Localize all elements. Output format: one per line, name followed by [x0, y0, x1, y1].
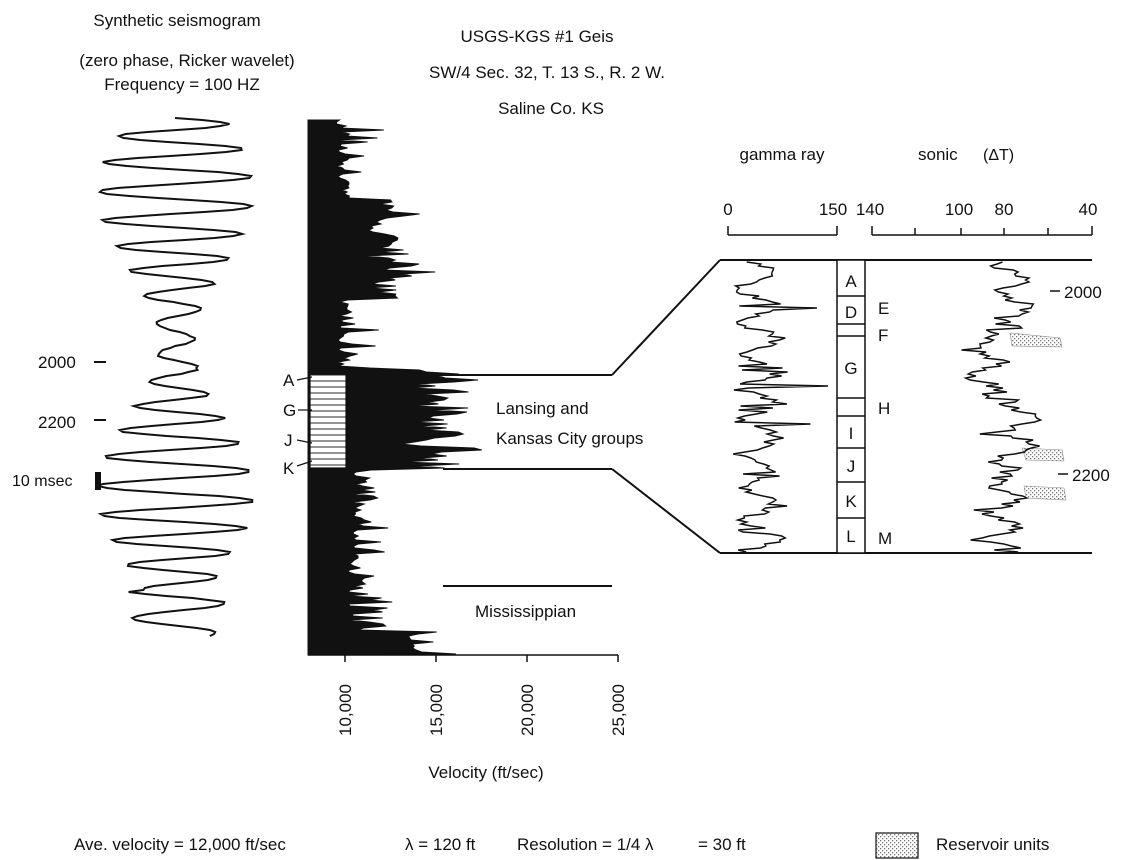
sonic-tick-label-100: 100: [945, 200, 973, 219]
zone-l: L: [846, 527, 855, 546]
sonic-title: sonic: [918, 145, 958, 164]
sonic-tick-label-140: 140: [856, 200, 884, 219]
reservoir-unit-3: [1023, 485, 1067, 501]
lansing-kc-interval-box: [309, 373, 347, 469]
velocity-tick-label-20000: 20,000: [518, 684, 537, 736]
gamma-tick-label-0: 0: [723, 200, 732, 219]
footer-ave-velocity: Ave. velocity = 12,000 ft/sec: [74, 835, 286, 854]
velocity-tick-label-10000: 10,000: [336, 684, 355, 736]
log-depth-2200: 2200: [1072, 466, 1110, 485]
zone-m: M: [878, 529, 892, 548]
scale-bar-label: 10 msec: [12, 473, 72, 490]
zone-j: J: [847, 457, 856, 476]
velocity-axis-label: Velocity (ft/sec): [428, 763, 543, 782]
zone-a: A: [845, 272, 857, 291]
gamma-ray-curve: [733, 261, 829, 553]
gamma-ray-title: gamma ray: [739, 145, 825, 164]
legend-label-reservoir: Reservoir units: [936, 835, 1049, 854]
marker-a: A: [283, 371, 295, 390]
velocity-log-fill: [307, 119, 482, 656]
expansion-line-top: [611, 259, 721, 376]
well-name: USGS-KGS #1 Geis: [460, 27, 613, 46]
zone-i: I: [849, 424, 854, 443]
well-location: SW/4 Sec. 32, T. 13 S., R. 2 W.: [429, 63, 665, 82]
footer-resolution: Resolution = 1/4 λ: [517, 835, 654, 854]
footer-wavelength: λ = 120 ft: [405, 835, 476, 854]
marker-j: J: [284, 431, 293, 450]
seismogram-depth-2000: 2000: [38, 353, 76, 372]
seismogram-depth-2200: 2200: [38, 413, 76, 432]
zone-g: G: [844, 359, 857, 378]
seismogram-title: Synthetic seismogram: [93, 11, 260, 30]
expansion-line-bottom: [611, 468, 721, 554]
sonic-curve: [961, 261, 1043, 553]
zone-e: E: [878, 299, 889, 318]
reservoir-unit-1: [1009, 332, 1063, 348]
velocity-tick-label-15000: 15,000: [427, 684, 446, 736]
zone-h: H: [878, 399, 890, 418]
seismogram-frequency: Frequency = 100 HZ: [104, 75, 259, 94]
reservoir-unit-2: [1021, 447, 1065, 462]
marker-k: K: [283, 459, 295, 478]
gamma-tick-label-150: 150: [819, 200, 847, 219]
sonic-tick-label-80: 80: [995, 200, 1014, 219]
marker-j-arrow: [296, 439, 313, 444]
zone-column: [836, 259, 866, 554]
marker-g: G: [283, 401, 296, 420]
velocity-tick-label-25000: 25,000: [609, 684, 628, 736]
lansing-kc-label-1: Lansing and: [496, 399, 589, 418]
zone-k: K: [845, 492, 857, 511]
zone-f: F: [878, 326, 888, 345]
scale-bar: [95, 472, 101, 490]
footer-resolution-value: = 30 ft: [698, 835, 746, 854]
marker-a-arrow: [296, 376, 313, 381]
zone-d: D: [845, 303, 857, 322]
legend-swatch-reservoir: [875, 832, 919, 859]
marker-k-arrow: [296, 460, 313, 467]
mississippian-label: Mississippian: [475, 602, 576, 621]
sonic-tick-label-40: 40: [1079, 200, 1098, 219]
seismogram-trace: [95, 117, 255, 637]
lansing-kc-label-2: Kansas City groups: [496, 429, 643, 448]
seismogram-subtitle: (zero phase, Ricker wavelet): [79, 51, 294, 70]
log-depth-2000: 2000: [1064, 283, 1102, 302]
well-county: Saline Co. KS: [498, 99, 604, 118]
sonic-unit: (ΔT): [983, 147, 1014, 164]
